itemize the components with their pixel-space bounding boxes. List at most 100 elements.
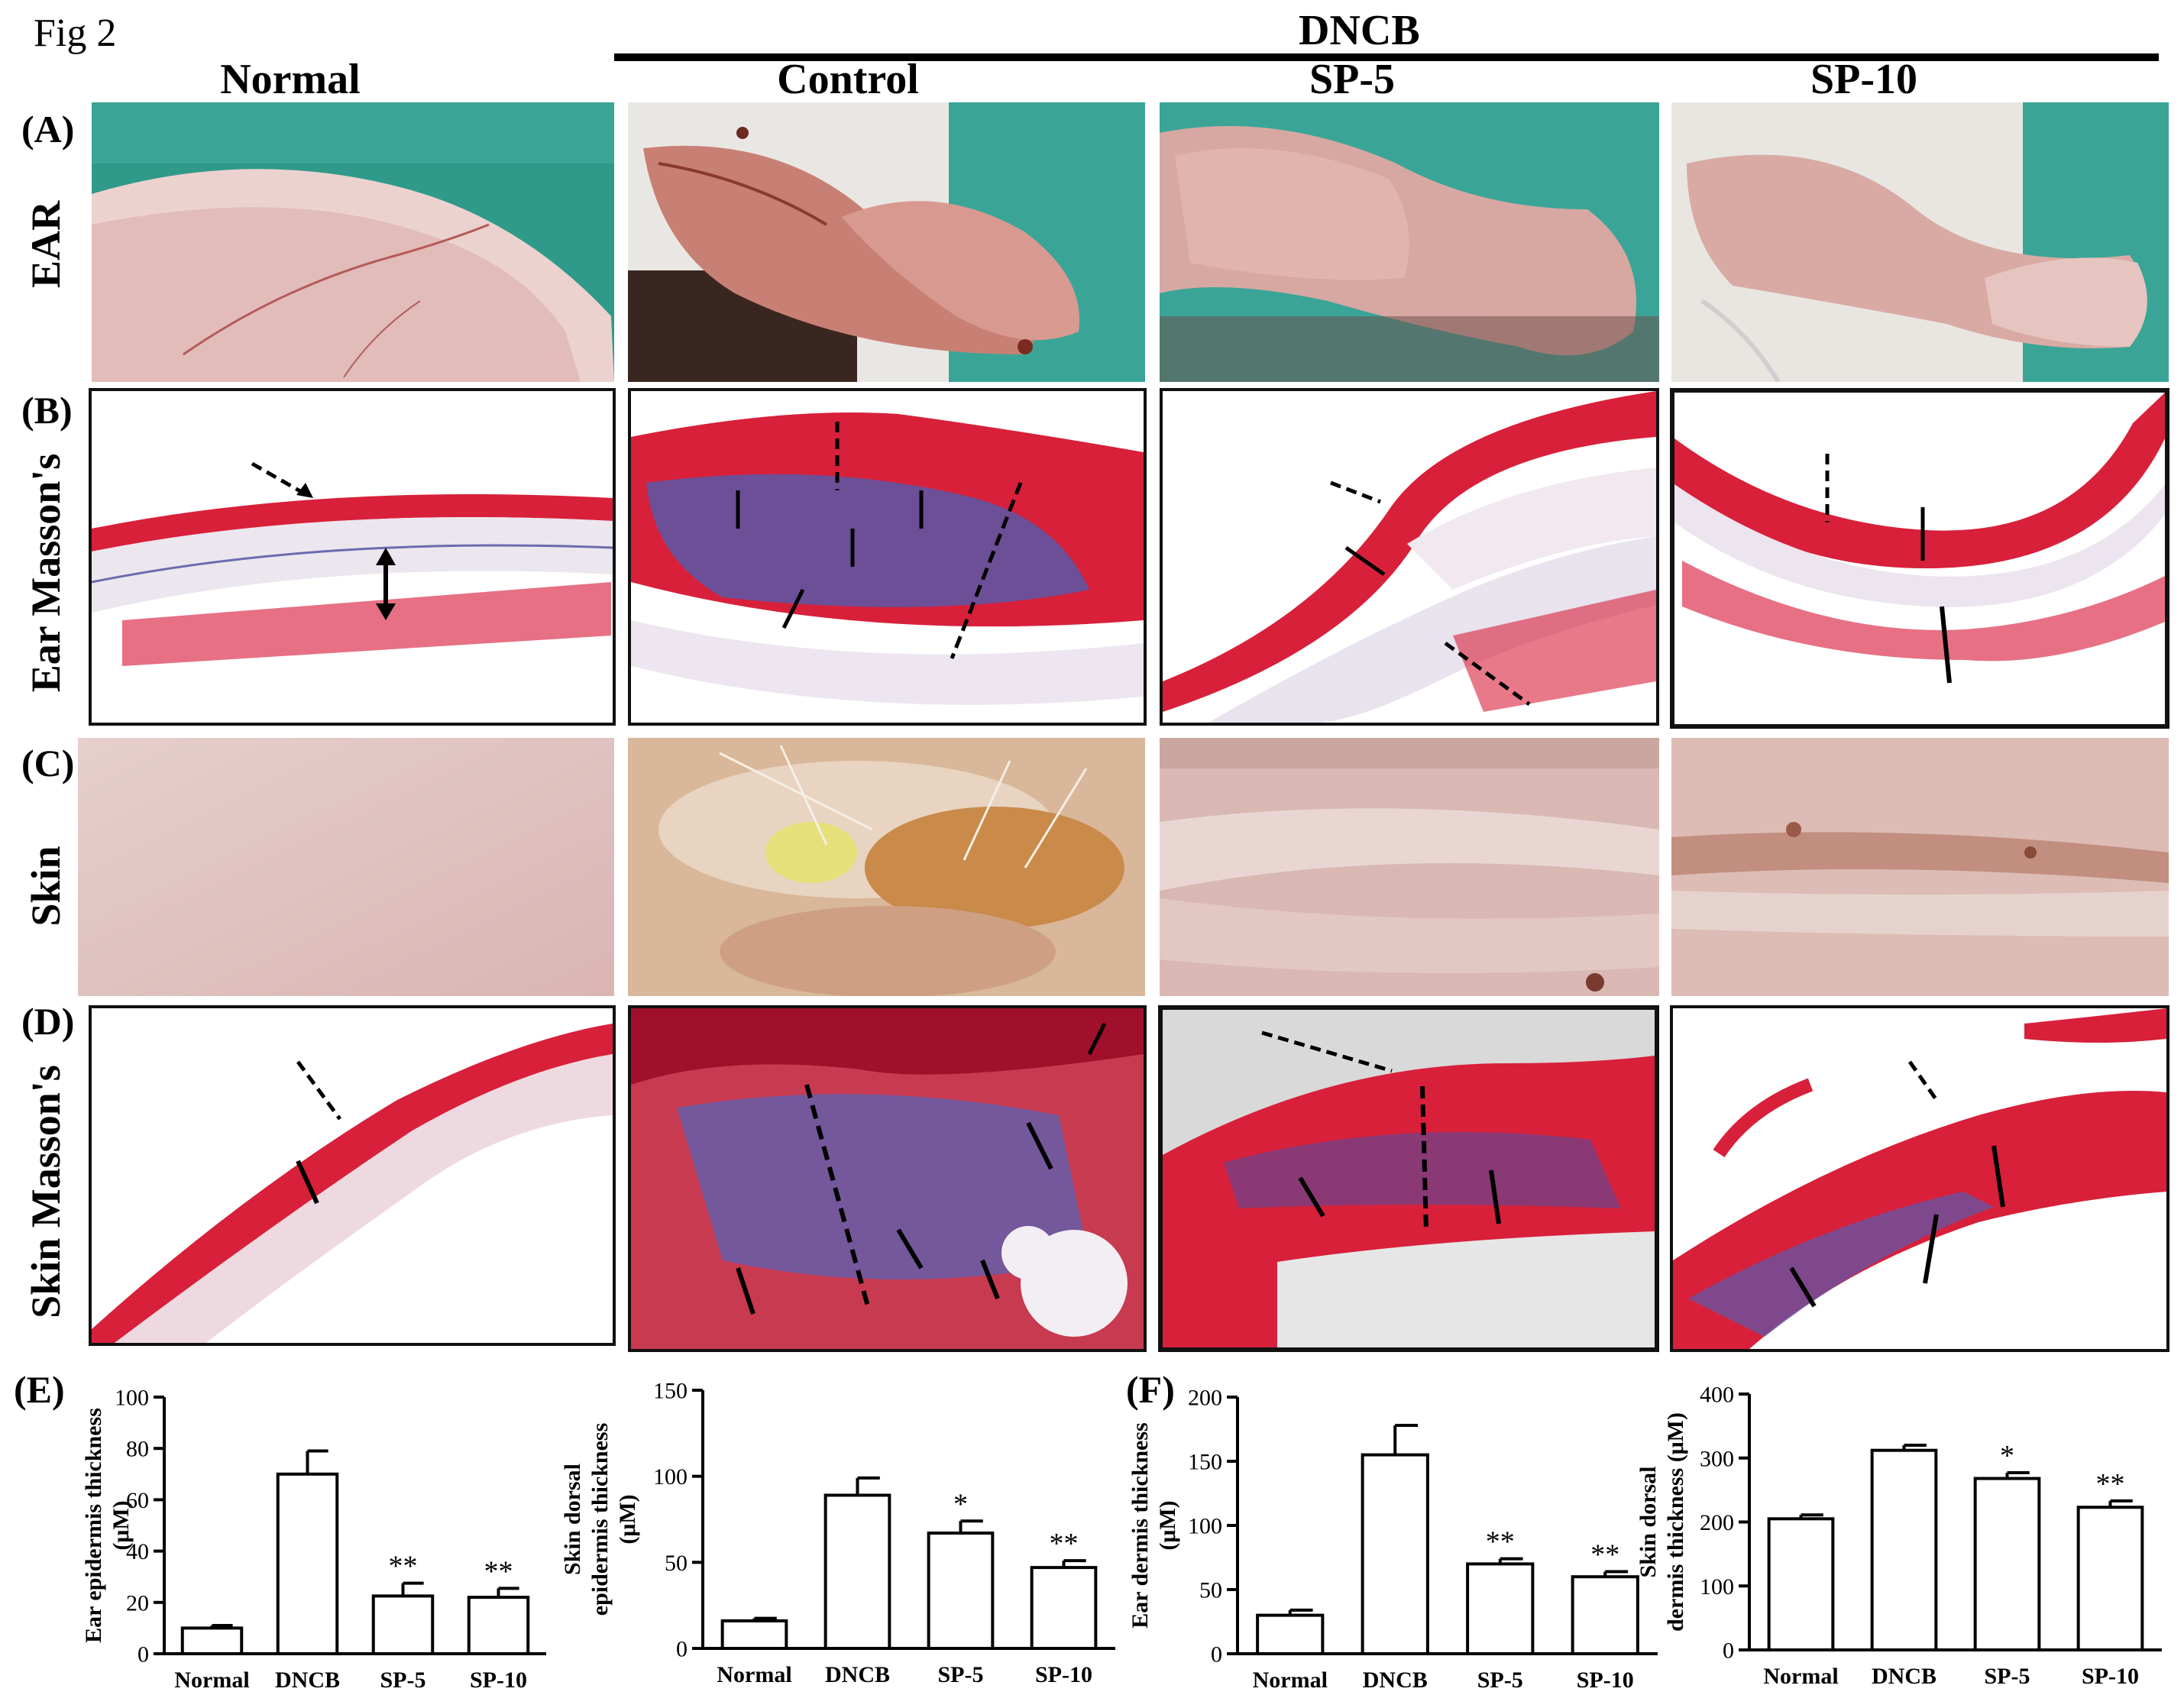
bar <box>1030 1566 1098 1650</box>
x-tick-label: SP-5 <box>1477 1668 1523 1693</box>
skin-masson-normal <box>89 1005 616 1346</box>
skin-photo-sp5 <box>1160 738 1659 996</box>
y-axis-label-line: (μM) <box>108 1500 134 1550</box>
significance-mark: ** <box>484 1555 513 1587</box>
column-header-sp5: SP-5 <box>1309 56 1395 103</box>
y-tick-label: 60 <box>126 1488 149 1513</box>
x-tick-label: Normal <box>1763 1664 1838 1689</box>
skin-masson-sp5 <box>1158 1005 1659 1352</box>
y-axis-label-line: Skin dorsal <box>1636 1467 1661 1578</box>
column-header-sp10: SP-10 <box>1810 56 1917 103</box>
ear-photo-sp5 <box>1160 102 1659 382</box>
y-tick-label: 150 <box>1188 1450 1222 1475</box>
column-header-normal: Normal <box>220 56 361 103</box>
x-tick-label: Normal <box>1253 1668 1328 1693</box>
skin-photo-control <box>628 738 1145 996</box>
bar <box>1973 1477 2041 1652</box>
y-tick-label: 0 <box>1723 1638 1734 1664</box>
x-tick-label: SP-5 <box>938 1662 984 1687</box>
significance-mark: ** <box>1590 1538 1619 1570</box>
x-tick-label: SP-10 <box>470 1668 527 1693</box>
y-axis-label: Skin dorsal epidermis thickness (μM) <box>560 1423 640 1616</box>
column-header-control: Control <box>777 56 919 103</box>
bar <box>1256 1613 1325 1656</box>
x-tick-label: DNCB <box>825 1662 890 1687</box>
x-tick-label: Normal <box>717 1662 791 1687</box>
y-tick-label: 200 <box>1700 1510 1734 1535</box>
bar <box>2076 1506 2144 1652</box>
y-axis-label-line: (μM) <box>615 1494 640 1544</box>
y-tick-label: 100 <box>1700 1574 1734 1600</box>
significance-mark: ** <box>2096 1468 2125 1500</box>
x-tick-label: Normal <box>174 1668 249 1693</box>
row-letter-d: (D) <box>21 1000 75 1043</box>
bar <box>1466 1562 1535 1656</box>
y-tick-label: 80 <box>126 1437 149 1462</box>
x-tick-label: SP-10 <box>1035 1662 1092 1687</box>
y-tick-label: 0 <box>676 1637 688 1662</box>
ear-masson-sp5 <box>1160 388 1659 726</box>
y-axis-label: Ear dermis thickness (μM) <box>1128 1422 1180 1628</box>
x-tick-label: SP-5 <box>1985 1664 2030 1689</box>
y-tick-label: 40 <box>126 1539 149 1564</box>
dncb-group-header: DNCB <box>1299 7 1420 54</box>
y-axis-label-line: Skin dorsal <box>560 1464 585 1575</box>
y-tick-label: 400 <box>1700 1383 1734 1408</box>
bar <box>927 1532 995 1650</box>
y-axis-label: Ear epidermis thickness (μM) <box>81 1408 134 1643</box>
significance-mark: ** <box>1050 1528 1079 1560</box>
dncb-bracket-line <box>614 53 2159 61</box>
y-tick-label: 0 <box>138 1642 149 1668</box>
x-tick-label: SP-5 <box>380 1668 426 1693</box>
y-axis-label-line: dermis thickness (μM) <box>1663 1412 1688 1632</box>
skin-photo-sp10 <box>1671 738 2169 996</box>
y-axis-label-line: (μM) <box>1155 1500 1180 1550</box>
skin-photo-normal <box>78 738 614 996</box>
ear-photo-normal <box>92 102 614 382</box>
y-axis-label-line: epidermis thickness <box>587 1423 613 1616</box>
skin-masson-control <box>628 1005 1147 1352</box>
y-tick-label: 50 <box>1199 1578 1222 1603</box>
y-tick-label: 300 <box>1700 1446 1734 1471</box>
y-axis-label-line: Ear dermis thickness <box>1128 1422 1153 1628</box>
x-tick-label: DNCB <box>275 1668 340 1693</box>
ear-masson-control <box>628 388 1147 726</box>
chart-letter-f: (F) <box>1126 1368 1175 1411</box>
x-tick-label: SP-10 <box>1577 1668 1634 1693</box>
y-axis-label: Skin dorsal dermis thickness (μM) <box>1636 1412 1688 1632</box>
significance-mark: ** <box>389 1551 418 1583</box>
significance-mark: * <box>953 1488 968 1520</box>
bar <box>1361 1453 1429 1655</box>
y-tick-label: 100 <box>1188 1514 1222 1539</box>
significance-mark: * <box>2000 1440 2014 1472</box>
row-letter-a: (A) <box>21 108 75 150</box>
row-letter-b: (B) <box>21 389 73 432</box>
y-tick-label: 20 <box>126 1590 149 1616</box>
row-letter-c: (C) <box>21 742 75 784</box>
x-tick-label: DNCB <box>1872 1664 1936 1689</box>
y-tick-label: 150 <box>653 1379 688 1404</box>
skin-masson-sp10 <box>1670 1005 2169 1352</box>
y-tick-label: 200 <box>1188 1386 1222 1411</box>
bar <box>1571 1575 1639 1655</box>
ear-masson-sp10 <box>1670 388 2169 729</box>
y-tick-label: 100 <box>653 1464 688 1490</box>
ear-photo-control <box>628 102 1145 382</box>
y-tick-label: 100 <box>115 1386 149 1411</box>
bar <box>823 1493 891 1651</box>
bar <box>1767 1517 1835 1651</box>
ear-masson-normal <box>89 388 616 726</box>
bar <box>1870 1448 1938 1651</box>
y-axis-label-line: Ear epidermis thickness <box>81 1408 106 1643</box>
figure-label: Fig 2 <box>34 11 117 55</box>
chart-letter-e: (E) <box>14 1368 65 1411</box>
y-tick-label: 50 <box>665 1551 688 1576</box>
ear-photo-sp10 <box>1671 102 2169 382</box>
significance-mark: ** <box>1486 1526 1515 1558</box>
bar <box>371 1594 435 1655</box>
x-tick-label: SP-10 <box>2082 1664 2139 1689</box>
